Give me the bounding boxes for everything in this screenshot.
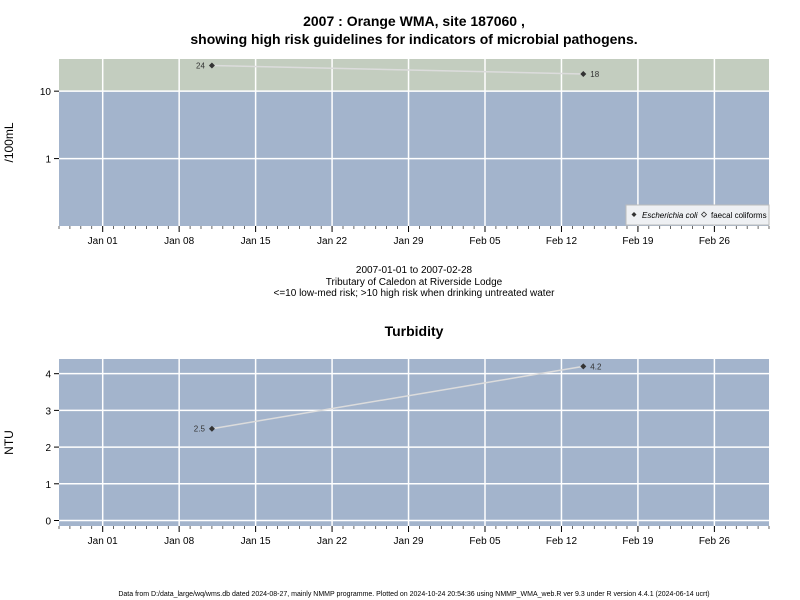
y-tick-label: 4 xyxy=(45,370,51,381)
site-caption: Tributary of Caledon at Riverside Lodge xyxy=(326,277,503,288)
x-tick-label: Feb 26 xyxy=(699,536,731,547)
chart-title-line1: 2007 : Orange WMA, site 187060 , xyxy=(303,13,525,29)
legend-label-faecal: faecal coliforms xyxy=(711,211,767,220)
x-tick-label: Feb 19 xyxy=(622,236,654,247)
x-tick-label: Feb 05 xyxy=(469,536,501,547)
data-label: 4.2 xyxy=(590,362,602,371)
data-point xyxy=(208,425,215,432)
x-tick-label: Feb 05 xyxy=(469,236,501,247)
legend: Escherichia coli faecal coliforms xyxy=(625,204,770,226)
x-tick-label: Jan 22 xyxy=(317,536,347,547)
data-label: 18 xyxy=(590,70,599,79)
high-risk-band xyxy=(59,59,769,92)
data-label: 2.5 xyxy=(194,425,206,434)
y-tick-label: 2 xyxy=(45,443,51,454)
y-tick-label: 3 xyxy=(45,406,51,417)
x-tick-label: Jan 01 xyxy=(88,536,118,547)
x-tick-label: Feb 12 xyxy=(546,536,578,547)
x-tick-label: Jan 08 xyxy=(164,536,194,547)
x-tick-label: Jan 08 xyxy=(164,236,194,247)
x-tick-label: Jan 22 xyxy=(317,236,347,247)
legend-label-ecoli: Escherichia coli xyxy=(642,211,698,220)
x-tick-label: Jan 15 xyxy=(241,536,271,547)
data-point xyxy=(580,70,587,77)
turbidity-title: Turbidity xyxy=(385,323,444,339)
x-tick-label: Jan 29 xyxy=(394,236,424,247)
x-tick-label: Feb 26 xyxy=(699,236,731,247)
y-tick-label: 1 xyxy=(45,480,51,491)
x-tick-label: Jan 01 xyxy=(88,236,118,247)
data-point xyxy=(208,62,215,69)
y-axis-label: /100mL xyxy=(2,122,16,162)
x-tick-label: Jan 15 xyxy=(241,236,271,247)
legend-marker-ecoli xyxy=(631,212,637,217)
y-tick-label: 10 xyxy=(40,87,52,98)
pathogen-panel: Jan 01 Jan 08 Jan 15 Jan 22 Jan 29 Feb 05 Feb … xyxy=(2,59,770,247)
data-point xyxy=(580,363,587,370)
y-axis-label: NTU xyxy=(2,430,16,455)
y-tick-label: 1 xyxy=(45,155,51,166)
chart-title-line2: showing high risk guidelines for indicat… xyxy=(190,31,637,47)
date-range-caption: 2007-01-01 to 2007-02-28 xyxy=(356,265,473,276)
series-line xyxy=(211,64,584,75)
legend-marker-faecal xyxy=(700,211,708,218)
turbidity-panel: Jan 01 Jan 08 Jan 15 Jan 22 Jan 29 Feb 05 Feb … xyxy=(2,359,770,547)
y-tick-label: 0 xyxy=(45,516,51,527)
x-tick-label: Feb 12 xyxy=(546,236,578,247)
legend-box xyxy=(625,204,770,226)
x-tick-label: Feb 19 xyxy=(622,536,654,547)
x-tick-label: Jan 29 xyxy=(394,536,424,547)
data-label: 24 xyxy=(196,62,205,71)
plot-area xyxy=(59,359,769,526)
footer-note: Data from D:/data_large/wq/wms.db dated … xyxy=(118,591,709,598)
risk-guideline-caption: <=10 low-med risk; >10 high risk when dr… xyxy=(274,288,556,299)
series-line xyxy=(211,365,584,430)
